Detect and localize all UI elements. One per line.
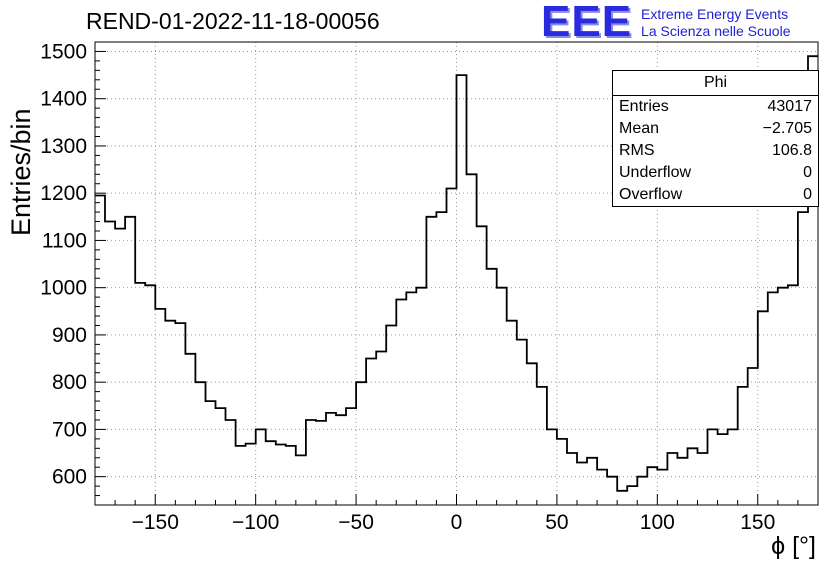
svg-text:1300: 1300: [40, 135, 87, 158]
svg-text:1200: 1200: [40, 182, 87, 205]
svg-text:1100: 1100: [42, 229, 87, 252]
stat-value: 0: [803, 164, 812, 181]
eee-logo-line2: La Scienza nelle Scuole: [641, 23, 791, 39]
svg-text:−100: −100: [232, 511, 279, 534]
stat-label: RMS: [619, 142, 655, 159]
svg-text:1400: 1400: [40, 88, 87, 111]
stat-row-mean: Mean −2.705: [613, 118, 818, 140]
svg-text:50: 50: [545, 511, 568, 534]
stat-label: Mean: [619, 120, 660, 137]
eee-logo-line1: Extreme Energy Events: [641, 6, 789, 22]
svg-text:100: 100: [640, 511, 675, 534]
stats-box: Phi Entries 43017 Mean −2.705 RMS 106.8 …: [612, 70, 819, 207]
axis-ticks: [95, 41, 799, 506]
stat-value: −2.705: [762, 120, 812, 137]
stat-value: 0: [803, 186, 812, 203]
eee-logo: EEE Extreme Energy Events La Scienza nel…: [541, 0, 790, 46]
stat-row-overflow: Overflow 0: [613, 184, 818, 206]
stat-label: Overflow: [619, 186, 683, 203]
stat-row-entries: Entries 43017: [613, 96, 818, 118]
y-axis-label: Entries/bin: [6, 108, 36, 236]
svg-text:800: 800: [52, 371, 87, 394]
x-axis-label: ϕ [°]: [771, 532, 816, 560]
histogram-line: [95, 55, 818, 492]
svg-text:−150: −150: [132, 511, 179, 534]
stat-row-underflow: Underflow 0: [613, 162, 818, 184]
stat-row-rms: RMS 106.8: [613, 140, 818, 162]
stat-label: Entries: [619, 98, 669, 115]
svg-text:1000: 1000: [40, 277, 87, 300]
axis-tick-labels: −150 −100 −50 0 50 100 150 600 700 800 900 1000 1100…: [40, 40, 775, 534]
stat-value: 106.8: [771, 142, 812, 159]
svg-text:150: 150: [740, 511, 775, 534]
stat-value: 43017: [767, 98, 813, 115]
grid-lines: [95, 42, 818, 505]
svg-text:900: 900: [52, 324, 87, 347]
plot-frame: [94, 41, 819, 506]
page-title: REND-01-2022-11-18-00056: [86, 8, 380, 34]
svg-text:0: 0: [451, 511, 463, 534]
eee-logo-subtitle: Extreme Energy Events La Scienza nelle S…: [641, 2, 790, 40]
eee-logo-text: EEE: [541, 0, 633, 46]
stat-label: Underflow: [619, 164, 692, 181]
stats-box-title: Phi: [613, 71, 818, 96]
svg-text:−50: −50: [338, 511, 374, 534]
svg-text:600: 600: [52, 466, 87, 489]
histogram-layer: [95, 55, 818, 492]
svg-text:700: 700: [52, 418, 87, 441]
svg-text:1500: 1500: [40, 40, 87, 63]
